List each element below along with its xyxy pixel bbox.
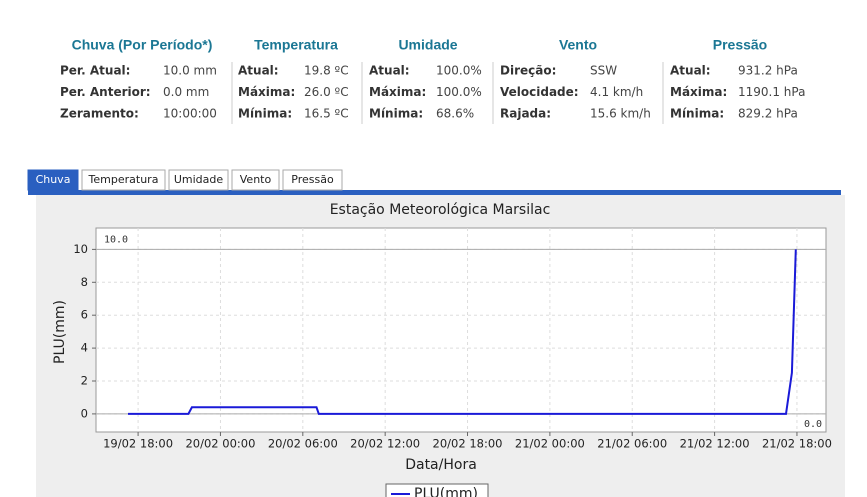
x-tick-label: 21/02 06:00 (597, 437, 667, 451)
plot-area (95, 227, 827, 433)
tab[interactable] (231, 169, 280, 191)
tab[interactable] (27, 169, 79, 191)
field-value: 931.2 hPa (738, 64, 798, 78)
field-value: 10:00:00 (163, 107, 217, 121)
group-title: Umidade (398, 37, 457, 53)
field-value: 1190.1 hPa (738, 85, 805, 99)
field-value: 10.0 mm (163, 64, 217, 78)
y-tick-label: 0 (81, 406, 88, 420)
x-tick-label: 19/02 18:00 (103, 437, 173, 451)
field-value: 19.8 ºC (304, 64, 349, 78)
field-label: Mínima: (238, 107, 292, 121)
field-label: Máxima: (369, 85, 426, 99)
y-tick-label: 2 (81, 374, 88, 388)
field-label: Máxima: (238, 85, 295, 99)
field-label: Direção: (500, 64, 556, 78)
field-label: Per. Atual: (60, 64, 130, 78)
tab[interactable] (282, 169, 343, 191)
field-value: 15.6 km/h (590, 107, 651, 121)
tab-label[interactable]: Umidade (174, 173, 224, 186)
field-label: Atual: (238, 64, 279, 78)
group-title: Pressão (713, 37, 767, 53)
field-value: 100.0% (436, 64, 482, 78)
field-value: 829.2 hPa (738, 107, 798, 121)
x-tick-label: 20/02 00:00 (185, 437, 255, 451)
y-tick-label: 6 (81, 308, 88, 322)
legend-label: PLU(mm) (414, 486, 478, 497)
x-tick-label: 21/02 00:00 (515, 437, 585, 451)
field-label: Mínima: (670, 107, 724, 121)
x-tick-label: 21/02 12:00 (680, 437, 750, 451)
tab[interactable] (81, 169, 166, 191)
x-tick-label: 21/02 18:00 (762, 437, 832, 451)
field-value: 68.6% (436, 107, 474, 121)
field-label: Máxima: (670, 85, 727, 99)
tab-bar (28, 190, 841, 195)
field-value: 26.0 ºC (304, 85, 349, 99)
field-label: Rajada: (500, 107, 551, 121)
x-tick-label: 20/02 18:00 (433, 437, 503, 451)
x-tick-label: 20/02 12:00 (350, 437, 420, 451)
field-value: SSW (590, 64, 617, 78)
tab[interactable] (168, 169, 229, 191)
marker-label: 10.0 (104, 234, 128, 245)
field-label: Atual: (369, 64, 410, 78)
y-axis-label: PLU(mm) (52, 300, 68, 364)
field-label: Zeramento: (60, 107, 139, 121)
y-tick-label: 8 (81, 275, 88, 289)
field-value: 4.1 km/h (590, 85, 643, 99)
marker-label: 0.0 (804, 419, 822, 430)
legend-box (385, 483, 489, 497)
field-value: 0.0 mm (163, 85, 209, 99)
group-title: Chuva (Por Período*) (72, 37, 213, 53)
tab-label[interactable]: Temperatura (88, 173, 159, 186)
field-value: 100.0% (436, 85, 482, 99)
field-label: Per. Anterior: (60, 85, 151, 99)
field-label: Mínima: (369, 107, 423, 121)
tab-label[interactable]: Chuva (36, 173, 71, 186)
tab-label[interactable]: Pressão (291, 173, 334, 186)
group-title: Vento (559, 37, 597, 53)
field-label: Atual: (670, 64, 711, 78)
data-line (128, 249, 797, 415)
x-tick-label: 20/02 06:00 (268, 437, 338, 451)
chart-title: Estação Meteorológica Marsilac (330, 202, 551, 218)
y-tick-label: 10 (73, 242, 88, 256)
y-tick-label: 4 (81, 341, 88, 355)
x-axis-label: Data/Hora (405, 457, 477, 473)
field-value: 16.5 ºC (304, 107, 349, 121)
group-title: Temperatura (254, 37, 338, 53)
tab-label[interactable]: Vento (240, 173, 272, 186)
field-label: Velocidade: (500, 85, 579, 99)
